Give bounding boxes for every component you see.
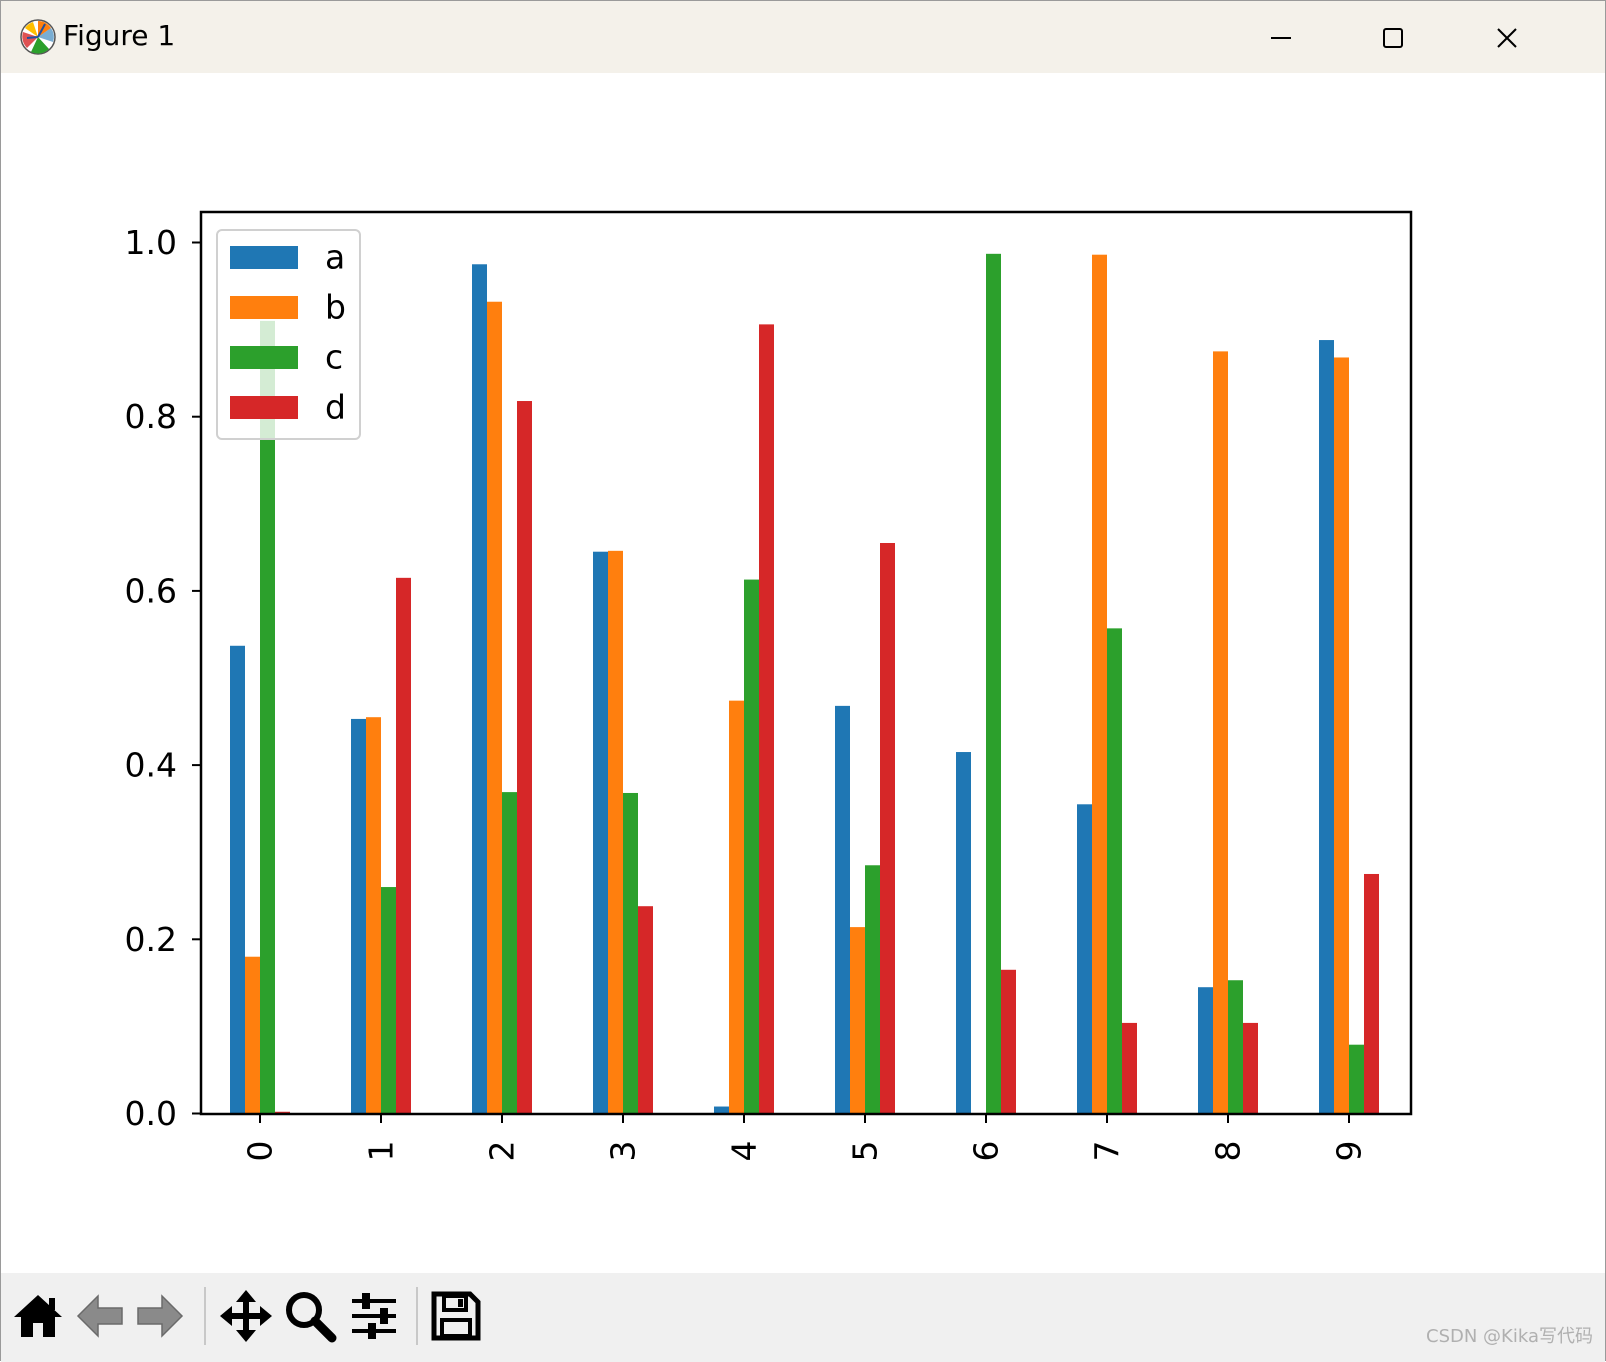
y-tick-label: 0.0 [125,1094,177,1133]
back-button[interactable] [71,1287,129,1345]
bar-c-0 [260,320,275,1114]
toolbar-separator [416,1287,418,1345]
bar-d-6 [1001,969,1016,1114]
configure-subplots-button[interactable] [345,1287,403,1345]
bar-c-2 [502,792,517,1114]
bar-b-0 [245,956,260,1114]
bar-c-3 [623,792,638,1114]
configure-subplots-icon [352,1293,396,1339]
zoom-button[interactable] [281,1287,339,1345]
bar-b-8 [1213,351,1228,1114]
bar-c-6 [986,253,1001,1114]
save-button[interactable] [427,1287,485,1345]
x-tick-label: 0 [241,1141,280,1162]
bar-c-1 [381,887,396,1114]
home-icon [14,1295,62,1337]
legend-label-b: b [325,288,346,327]
bar-b-4 [729,700,744,1114]
legend-label-a: a [325,238,345,277]
x-tick-label: 1 [362,1141,401,1162]
forward-button[interactable] [131,1287,189,1345]
window-title: Figure 1 [63,19,176,52]
minimize-icon [1271,37,1291,39]
save-icon [431,1291,481,1341]
bar-d-2 [517,401,532,1114]
legend-swatch-d [230,396,298,419]
x-tick-label: 2 [483,1141,522,1162]
x-tick-label: 8 [1209,1141,1248,1162]
bar-a-0 [230,645,245,1114]
x-tick-label: 3 [604,1141,643,1162]
y-tick-label: 0.8 [125,397,177,436]
bar-a-9 [1319,340,1334,1114]
pan-button[interactable] [217,1287,275,1345]
watermark: CSDN @Kika写代码 [1426,1326,1593,1347]
bar-c-8 [1228,980,1243,1114]
toolbar-separator [204,1287,206,1345]
close-button[interactable] [1484,15,1530,61]
bar-b-9 [1334,357,1349,1114]
y-tick-label: 1.0 [125,223,177,262]
bar-c-7 [1107,628,1122,1114]
navigation-toolbar: CSDN @Kika写代码 [1,1273,1605,1362]
bar-a-8 [1198,987,1213,1114]
bar-c-9 [1349,1044,1364,1114]
legend-swatch-a [230,246,298,269]
back-arrow-icon [76,1294,123,1338]
bar-a-1 [351,718,366,1114]
zoom-icon [286,1292,337,1343]
y-tick-label: 0.4 [125,746,177,785]
bar-b-3 [608,550,623,1114]
bar-a-3 [593,551,608,1114]
legend-box [216,229,361,440]
bar-d-9 [1364,873,1379,1114]
axes-frame [199,210,1413,1116]
bar-d-8 [1243,1022,1258,1114]
x-tick-label: 5 [846,1141,885,1162]
bar-d-7 [1122,1022,1137,1114]
bar-c-4 [744,579,759,1114]
bar-a-4 [714,1106,729,1114]
pan-icon [220,1290,272,1342]
matplotlib-logo-icon [20,19,56,55]
title-bar: Figure 1 [1,1,1605,73]
legend-swatch-c [230,346,298,369]
bar-a-2 [472,264,487,1114]
x-tick-label: 6 [967,1141,1006,1162]
maximize-button[interactable] [1370,15,1416,61]
bar-d-5 [880,542,895,1114]
legend-label-c: c [325,338,343,377]
maximize-icon [1383,28,1403,48]
y-tick-label: 0.6 [125,571,177,610]
bar-b-5 [850,927,865,1114]
bar-a-5 [835,705,850,1114]
bar-d-1 [396,577,411,1114]
legend-label-d: d [325,388,346,427]
bar-c-5 [865,865,880,1114]
bar-b-1 [366,717,381,1114]
x-tick-label: 9 [1330,1141,1369,1162]
close-icon [1497,28,1517,48]
bar-d-3 [638,906,653,1114]
y-tick-label: 0.2 [125,920,177,959]
minimize-button[interactable] [1258,15,1304,61]
forward-arrow-icon [137,1294,184,1338]
bar-d-0 [275,1111,290,1114]
x-tick-label: 7 [1088,1141,1127,1162]
bar-a-6 [956,752,971,1114]
x-tick-label: 4 [725,1141,764,1162]
bar-b-7 [1092,254,1107,1114]
bar-a-7 [1077,804,1092,1114]
bar-d-4 [759,324,774,1114]
home-button[interactable] [9,1287,67,1345]
bar-b-2 [487,301,502,1114]
legend-swatch-b [230,296,298,319]
